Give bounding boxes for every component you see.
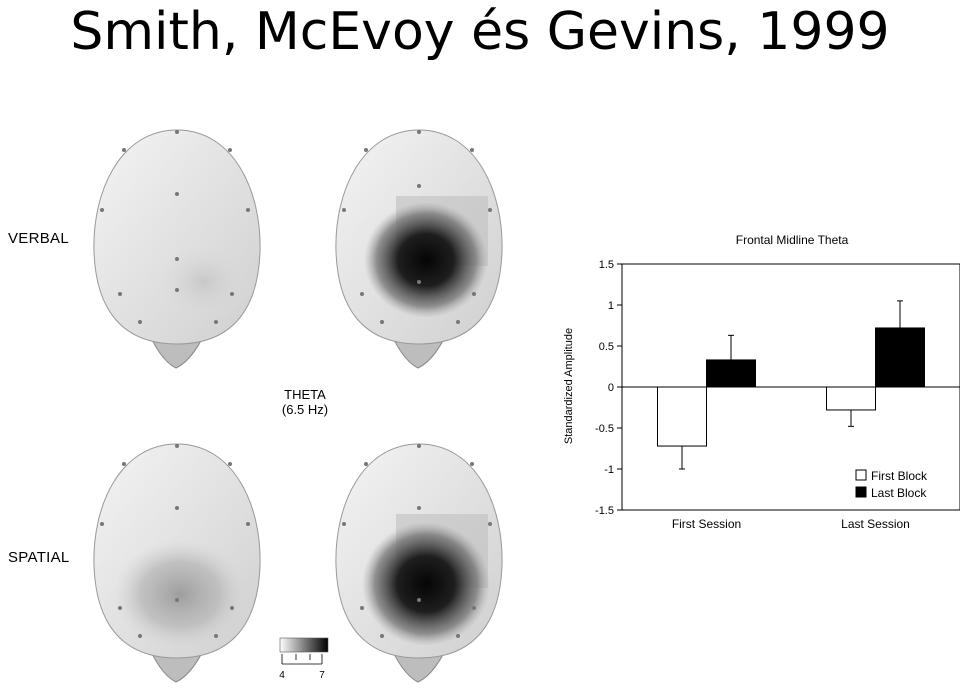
y-tick-label-6: -1.5 — [595, 505, 614, 517]
row-label-spatial: SPATIAL — [8, 549, 70, 566]
chart-title: Frontal Midline Theta — [736, 233, 849, 247]
scale-max-label: 7 — [319, 670, 325, 681]
activation-blob — [156, 242, 252, 322]
y-tick-label-0: 1.5 — [599, 259, 614, 271]
chart-ylabel: Standardized Amplitude — [563, 328, 575, 444]
activation-blob — [114, 540, 246, 648]
y-tick-label-1: 1 — [608, 300, 614, 312]
bar-last-block-0 — [706, 359, 756, 388]
electrode-dots — [342, 130, 492, 324]
activation-blob — [364, 202, 488, 318]
y-tick-label-2: 0.5 — [599, 341, 614, 353]
legend-swatch-1 — [855, 486, 867, 498]
bar-last-block-1 — [875, 327, 925, 388]
bar-first-block-0 — [657, 386, 707, 447]
slide-title: Smith, McEvoy és Gevins, 1999 — [70, 2, 890, 62]
y-tick-label-4: -0.5 — [595, 423, 614, 435]
scale-gradient-bar — [279, 637, 329, 653]
electrode-dots — [100, 444, 250, 638]
legend-swatch-0 — [855, 469, 867, 481]
legend-label-1: Last Block — [871, 486, 927, 500]
scale-min-label: 4 — [279, 670, 285, 681]
theta-label: THETA (6.5 Hz) — [260, 387, 350, 417]
theta-label-line2: (6.5 Hz) — [281, 402, 329, 417]
head-map-spatial-last — [335, 443, 503, 683]
x-category-label-1: Last Session — [841, 517, 910, 531]
y-tick-label-3: 0 — [608, 382, 614, 394]
bar-chart: Frontal Midline Theta Standardized Ampli… — [552, 226, 960, 546]
head-map-verbal-last — [335, 129, 503, 369]
electrode-dots — [342, 444, 492, 638]
bar-first-block-1 — [826, 386, 876, 411]
activation-blob — [362, 522, 490, 646]
head-map-spatial-first — [93, 443, 261, 683]
head-map-verbal-first — [93, 129, 261, 369]
legend-label-0: First Block — [871, 469, 928, 483]
x-category-label-0: First Session — [672, 517, 741, 531]
row-label-verbal: VERBAL — [8, 230, 69, 247]
y-tick-label-5: -1 — [604, 464, 614, 476]
theta-label-line1: THETA — [284, 387, 326, 402]
scale-ticks — [281, 654, 323, 665]
color-scale: 4 7 — [276, 636, 336, 684]
electrode-dots — [100, 130, 250, 324]
